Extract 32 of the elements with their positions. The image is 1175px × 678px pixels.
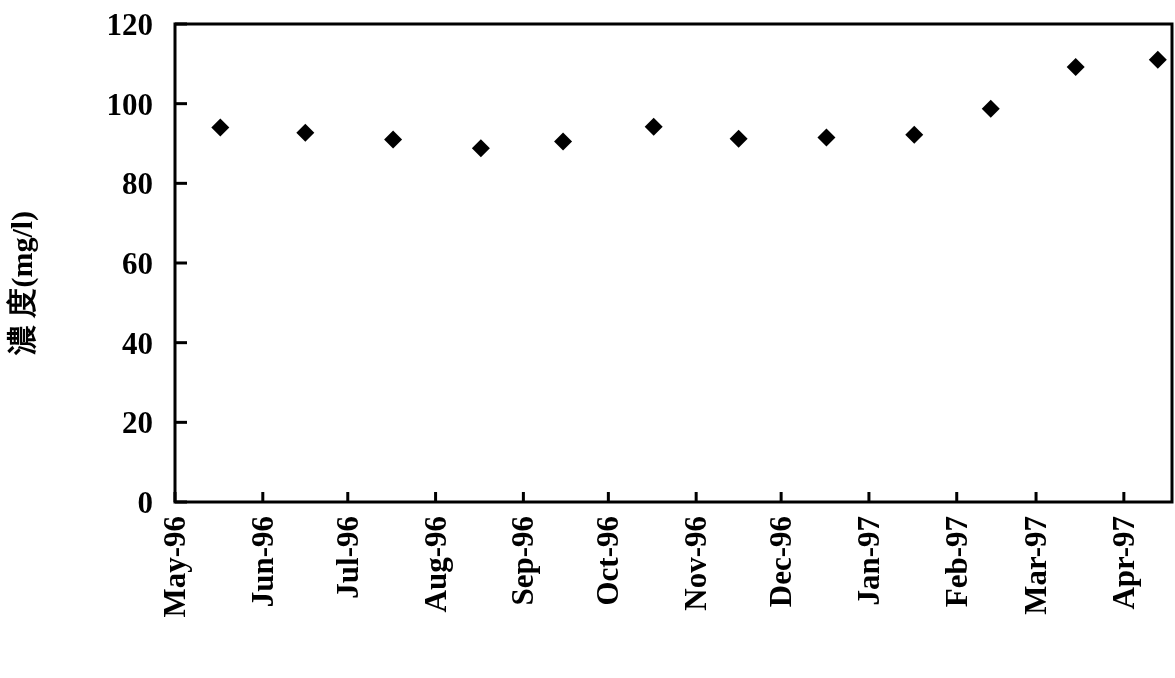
y-tick-label: 60 [122, 246, 153, 281]
x-tick-label: Sep-96 [505, 516, 541, 606]
x-tick-label: Oct-96 [590, 516, 626, 606]
x-tick-label: Apr-97 [1105, 516, 1141, 610]
point [211, 118, 230, 137]
point [981, 99, 1000, 118]
x-tick-label: Mar-97 [1018, 516, 1054, 615]
point [384, 130, 403, 149]
point [729, 129, 748, 148]
x-tick-label: Jun-96 [244, 516, 280, 608]
y-tick-label: 80 [122, 166, 153, 202]
y-tick-label: 40 [122, 325, 153, 361]
x-tick-label: Feb-97 [938, 516, 974, 608]
y-tick-label: 120 [106, 7, 153, 42]
point [554, 132, 573, 151]
point [644, 117, 663, 136]
point [1148, 50, 1167, 69]
point [471, 139, 490, 158]
x-tick-label: Jul-96 [329, 516, 365, 599]
y-tick-label: 0 [137, 485, 153, 520]
point [817, 128, 836, 147]
y-tick-label: 100 [106, 86, 153, 122]
x-tick-label: May-96 [157, 516, 192, 618]
y-axis-title: 濃 度(mg/l) [5, 210, 39, 357]
point [905, 125, 924, 144]
point [1066, 58, 1085, 77]
x-tick-label: Jan-97 [850, 516, 886, 606]
point [296, 123, 315, 142]
x-tick-label: Nov-96 [678, 516, 714, 611]
x-tick-label: Dec-96 [763, 516, 799, 608]
x-tick-label: Aug-96 [417, 516, 453, 613]
y-tick-label: 20 [122, 405, 153, 441]
